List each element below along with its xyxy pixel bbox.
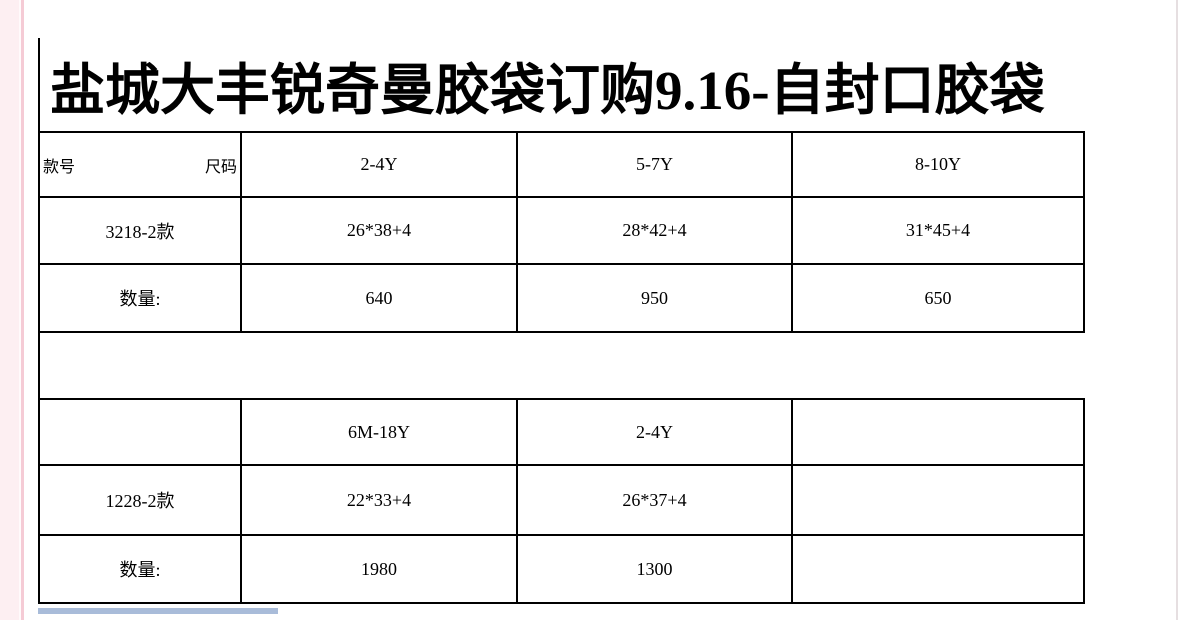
table1-spec-2[interactable]: 28*42+4	[516, 196, 793, 265]
table2-qty-3[interactable]	[791, 534, 1085, 604]
table1-corner-cell[interactable]: 款号 尺码	[38, 131, 242, 198]
table2-style-number[interactable]: 1228-2款	[38, 464, 242, 536]
table2-qty-row: 数量: 1980 1300	[38, 534, 1085, 604]
table1-qty-label[interactable]: 数量:	[38, 263, 242, 333]
table2-size-header-1[interactable]: 6M-18Y	[240, 398, 518, 466]
table1-style-number[interactable]: 3218-2款	[38, 196, 242, 265]
table2-spec-row: 1228-2款 22*33+4 26*37+4	[38, 464, 1085, 536]
table2-spec-3[interactable]	[791, 464, 1085, 536]
corner-labels: 款号 尺码	[41, 153, 239, 177]
table1-qty-1[interactable]: 640	[240, 263, 518, 333]
table1-spec-3[interactable]: 31*45+4	[791, 196, 1085, 265]
table1-qty-3[interactable]: 650	[791, 263, 1085, 333]
table2-qty-1[interactable]: 1980	[240, 534, 518, 604]
corner-label-style-number: 款号	[43, 158, 76, 176]
table2-size-header-2[interactable]: 2-4Y	[516, 398, 793, 466]
table1-size-header-1[interactable]: 2-4Y	[240, 131, 518, 198]
order-table-2: 6M-18Y 2-4Y 1228-2款 22*33+4 26*37+4 数量: …	[38, 398, 1085, 604]
horizontal-scrollbar-thumb[interactable]	[38, 608, 278, 614]
page-right-edge	[1176, 0, 1178, 620]
table1-size-header-3[interactable]: 8-10Y	[791, 131, 1085, 198]
table2-corner-cell[interactable]	[38, 398, 242, 466]
page-title[interactable]: 盐城大丰锐奇曼胶袋订购9.16-自封口胶袋	[50, 59, 1045, 121]
table1-size-header-2[interactable]: 5-7Y	[516, 131, 793, 198]
left-margin-line	[21, 0, 24, 620]
table2-header-row: 6M-18Y 2-4Y	[38, 398, 1085, 466]
table1-qty-2[interactable]: 950	[516, 263, 793, 333]
table2-spec-1[interactable]: 22*33+4	[240, 464, 518, 536]
table2-qty-2[interactable]: 1300	[516, 534, 793, 604]
table2-size-header-3[interactable]	[791, 398, 1085, 466]
corner-label-size: 尺码	[204, 158, 237, 176]
table1-spec-row: 3218-2款 26*38+4 28*42+4 31*45+4	[38, 196, 1085, 265]
table1-header-row: 款号 尺码 2-4Y 5-7Y 8-10Y	[38, 131, 1085, 198]
table1-spec-1[interactable]: 26*38+4	[240, 196, 518, 265]
left-margin-strip	[0, 0, 19, 620]
table1-qty-row: 数量: 640 950 650	[38, 263, 1085, 333]
order-table-1: 款号 尺码 2-4Y 5-7Y 8-10Y 3218-2款 26*38+4 28…	[38, 131, 1085, 333]
table2-spec-2[interactable]: 26*37+4	[516, 464, 793, 536]
table2-qty-label[interactable]: 数量:	[38, 534, 242, 604]
left-margin-gap	[19, 0, 21, 620]
